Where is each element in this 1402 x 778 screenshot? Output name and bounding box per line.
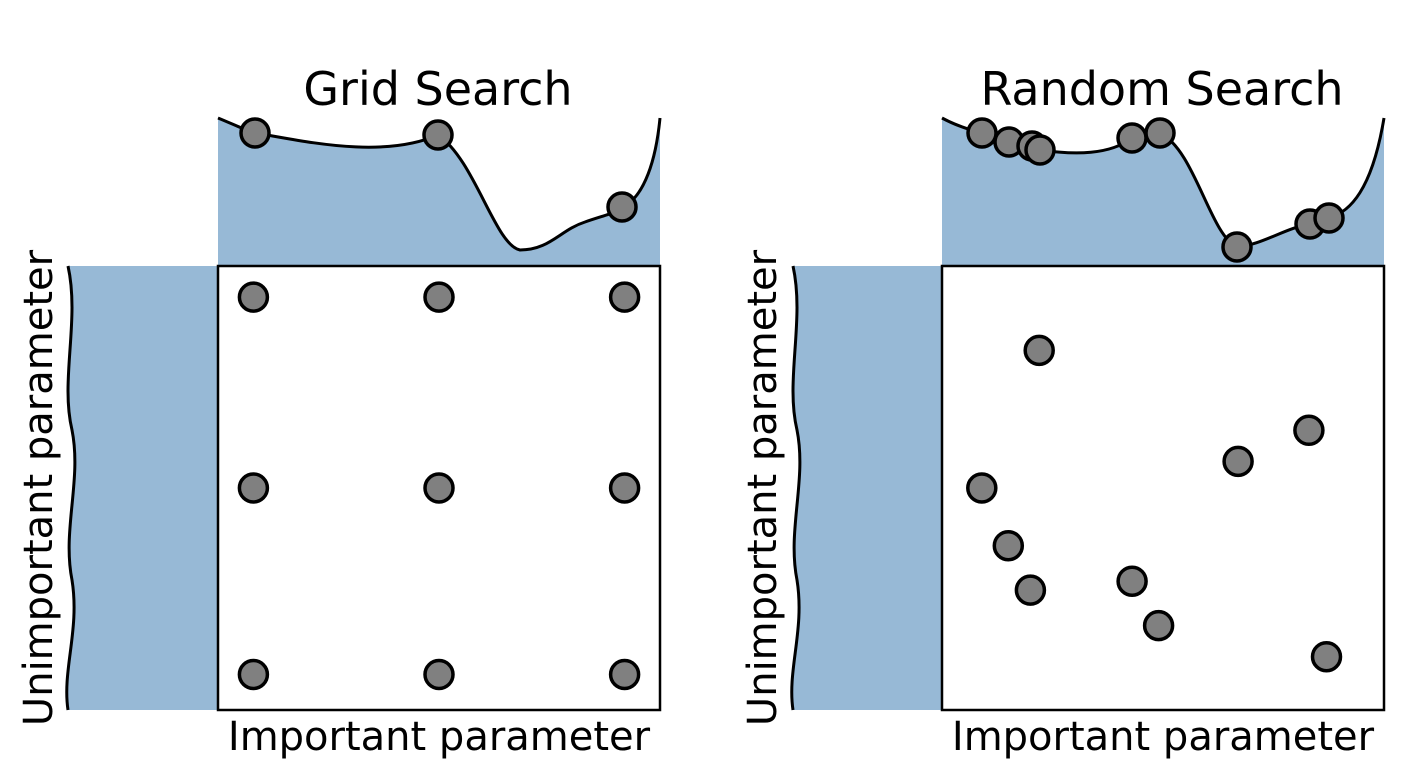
grid-search-point <box>423 658 455 691</box>
random-search-top-points <box>966 117 1345 263</box>
grid-search-point <box>423 472 455 504</box>
grid-search-title: Grid Search <box>303 62 572 116</box>
random-top-point <box>1024 134 1056 166</box>
grid-top-point <box>422 119 454 151</box>
random-search-point <box>1014 574 1047 606</box>
grid-search-point <box>237 281 270 313</box>
random-search-point <box>966 472 998 504</box>
grid-search-top-points <box>239 117 638 223</box>
random-search-point <box>1116 565 1148 597</box>
grid-left-marginal <box>65 265 218 711</box>
grid-search-point <box>608 658 641 691</box>
grid-y-axis-label: Unimportant parameter <box>16 249 62 726</box>
grid-top-point <box>606 191 638 223</box>
random-search-point <box>1142 609 1175 642</box>
grid-search-point <box>608 472 641 504</box>
random-x-axis-label: Important parameter <box>952 714 1375 760</box>
random-search-point <box>1310 640 1343 673</box>
random-top-point <box>966 117 998 149</box>
grid-x-axis-label: Important parameter <box>228 714 651 760</box>
random-search-plot-area <box>940 264 1386 712</box>
grid-search-point <box>608 281 641 313</box>
random-left-marginal <box>790 265 942 711</box>
grid-search-point <box>423 281 455 313</box>
random-top-point <box>1221 231 1253 263</box>
random-search-points <box>966 334 1343 673</box>
random-top-point <box>1116 122 1148 154</box>
grid-search-points <box>237 281 641 691</box>
random-search-title: Random Search <box>980 62 1343 116</box>
grid-search-point <box>237 472 270 504</box>
random-top-point <box>1144 117 1176 149</box>
random-search-point <box>992 529 1025 562</box>
random-top-point <box>1313 202 1345 234</box>
random-search-point <box>1023 334 1055 367</box>
random-search-point <box>1222 445 1254 478</box>
random-search-point <box>1293 414 1325 447</box>
grid-top-point <box>239 117 271 149</box>
grid-search-point <box>237 658 270 691</box>
random-y-axis-label: Unimportant parameter <box>740 249 786 726</box>
